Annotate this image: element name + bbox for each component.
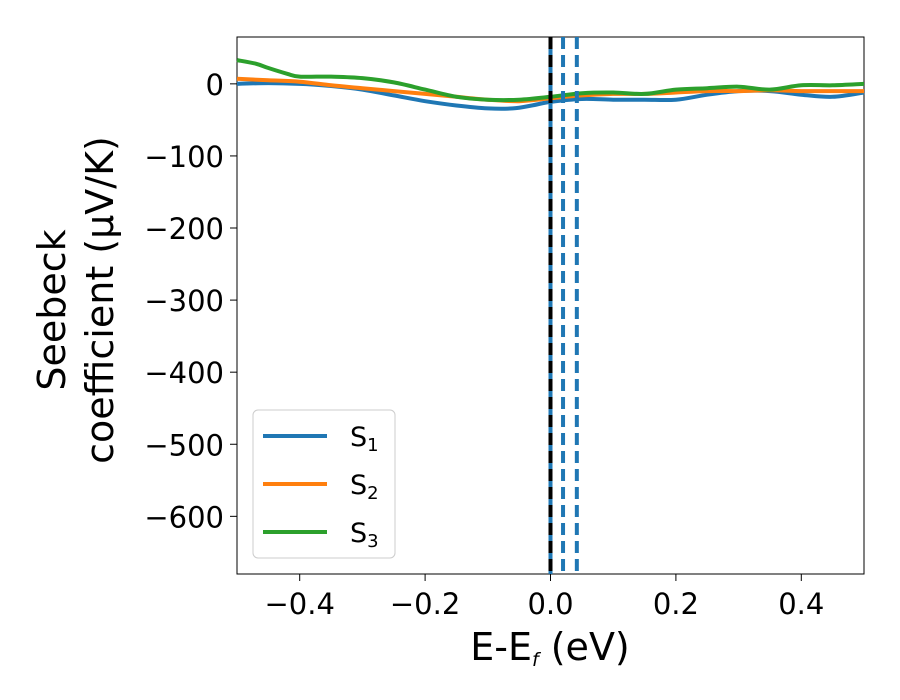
- y-tick-label: −400: [144, 356, 224, 390]
- x-tick-label: 0.4: [778, 587, 824, 621]
- x-tick-label: 0.2: [653, 587, 699, 621]
- y-tick-label: −600: [144, 500, 224, 534]
- y-axis-ticks: 0 −100 −200 −300 −400 −500 −600: [144, 68, 237, 534]
- legend-entries: S1 S2 S3: [263, 422, 379, 552]
- y-tick-label: 0: [206, 68, 224, 102]
- x-axis-label-rest: (eV): [539, 625, 630, 669]
- series-line-s3: [236, 58, 865, 103]
- x-axis-label-sub: f: [532, 649, 542, 671]
- x-tick-label: 0.0: [527, 587, 573, 621]
- x-tick-label: −0.4: [264, 587, 334, 621]
- y-tick-label: −300: [144, 284, 224, 318]
- legend-label-s2: S2: [350, 470, 379, 504]
- x-axis-label: E-Ef (eV): [470, 625, 630, 671]
- y-axis-label-line2: coefficient (μV/K): [78, 136, 122, 464]
- y-tick-label: −500: [144, 428, 224, 462]
- x-axis-ticks: −0.4 −0.2 0.0 0.2 0.4: [264, 574, 824, 621]
- y-tick-label: −100: [144, 140, 224, 174]
- vline-layer: [548, 37, 579, 574]
- y-axis-label-line1: Seebeck: [30, 229, 74, 390]
- y-tick-label: −200: [144, 212, 224, 246]
- x-axis-label-main: E-E: [470, 625, 532, 669]
- x-tick-label: −0.2: [390, 587, 460, 621]
- legend-label-s3: S3: [350, 518, 379, 552]
- legend: S1 S2 S3: [252, 409, 396, 559]
- legend-label-s1: S1: [350, 422, 379, 456]
